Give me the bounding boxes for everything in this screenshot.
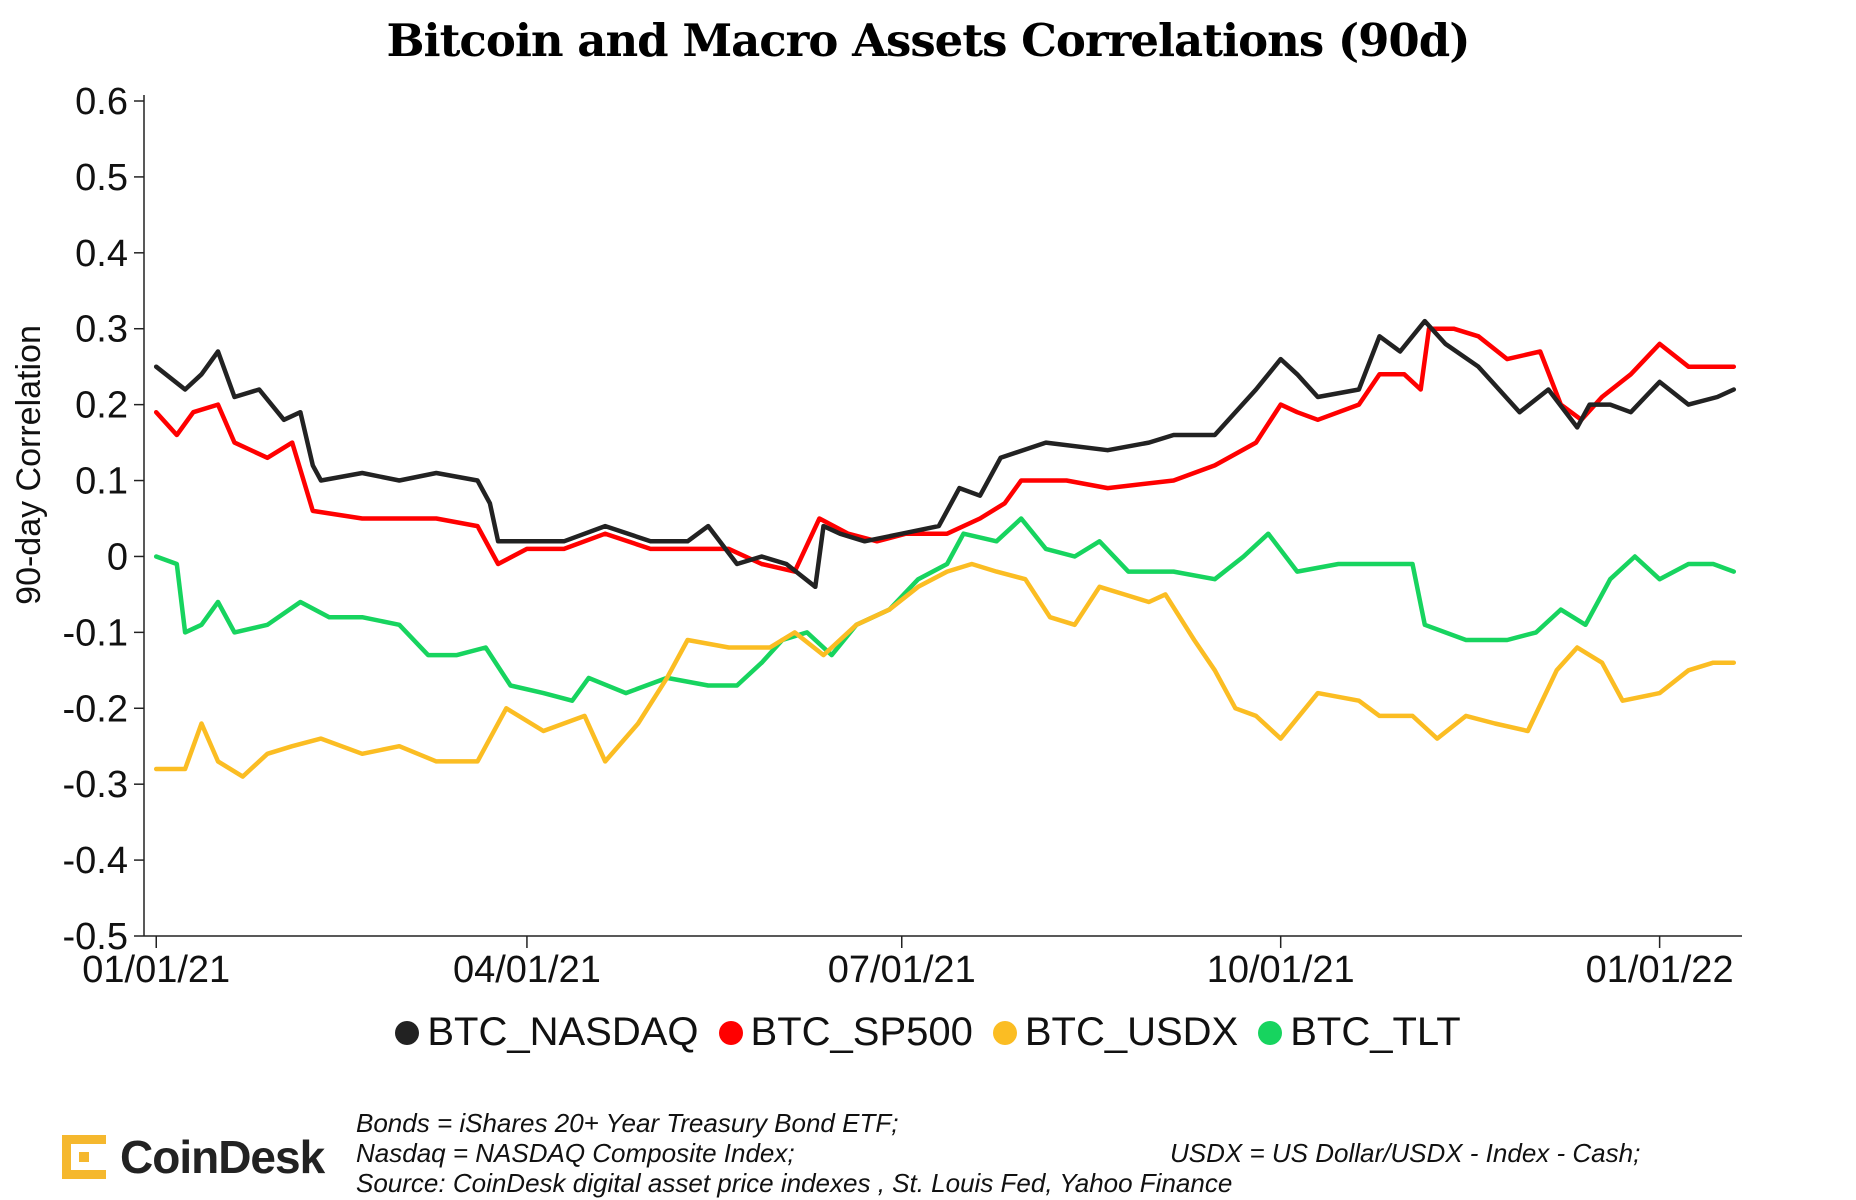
series-line-btc-nasdaq <box>153 318 1737 590</box>
legend: BTC_NASDAQ BTC_SP500 BTC_USDX BTC_TLT <box>0 1010 1856 1055</box>
legend-item-btc-sp500: BTC_SP500 <box>718 1010 973 1055</box>
legend-marker <box>992 1020 1017 1045</box>
y-tick-label: -0.3 <box>63 764 128 806</box>
x-tick-label: 07/01/21 <box>828 949 976 991</box>
legend-marker <box>395 1020 420 1045</box>
legend-label: BTC_USDX <box>1024 1010 1239 1054</box>
y-tick-label: 0.4 <box>75 233 128 275</box>
y-tick-label: -0.5 <box>63 916 128 958</box>
note-nasdaq: Nasdaq = NASDAQ Composite Index; <box>356 1138 795 1168</box>
x-tick-label: 04/01/21 <box>453 949 601 991</box>
y-tick-label: 0.6 <box>75 81 128 123</box>
y-axis: 0.6 0.5 0.4 0.3 0.2 0.1 0 -0.1 -0.2 -0.3 -0.4 -0.5 <box>63 81 145 958</box>
y-tick-label: -0.4 <box>63 840 128 882</box>
x-axis: 01/01/21 04/01/21 07/01/21 10/01/21 01/01/22 <box>82 935 1742 991</box>
legend-label: BTC_NASDAQ <box>427 1010 699 1054</box>
x-tick-label: 01/01/22 <box>1586 949 1734 991</box>
coindesk-logo-icon <box>62 1135 106 1179</box>
y-tick-label: 0.3 <box>75 309 128 351</box>
y-tick-label: 0.5 <box>75 157 128 199</box>
x-tick-label: 10/01/21 <box>1207 949 1355 991</box>
legend-label: BTC_SP500 <box>750 1010 973 1054</box>
series-lines <box>153 318 1737 779</box>
coindesk-logo: CoinDesk <box>58 1130 325 1184</box>
legend-item-btc-nasdaq: BTC_NASDAQ <box>395 1010 699 1055</box>
y-tick-label: 0.2 <box>75 385 128 427</box>
y-axis-title: 90-day Correlation <box>10 325 48 605</box>
note-source: Source: CoinDesk digital asset price ind… <box>356 1168 1233 1198</box>
y-tick-label: -0.1 <box>63 612 128 654</box>
series-line-btc-tlt <box>153 516 1737 703</box>
legend-marker <box>718 1020 743 1045</box>
note-bonds: Bonds = iShares 20+ Year Treasury Bond E… <box>356 1108 899 1138</box>
y-tick-label: 0.1 <box>75 461 128 503</box>
chart-title: Bitcoin and Macro Assets Correlations (9… <box>386 14 1471 67</box>
coindesk-logo-text: CoinDesk <box>120 1131 325 1183</box>
line-chart: 0.60.50.40.30.20.10-0.1-0.2-0.3-0.4-0.5 … <box>10 81 1742 991</box>
x-tick-label: 01/01/21 <box>82 949 230 991</box>
series-line-btc-sp500 <box>153 326 1737 574</box>
note-usdx: USDX = US Dollar/USDX - Index - Cash; <box>1170 1138 1641 1168</box>
footer: CoinDesk Bonds = iShares 20+ Year Treasu… <box>58 1108 1758 1198</box>
legend-label: BTC_TLT <box>1290 1010 1461 1054</box>
series-line-btc-usdx <box>153 561 1737 779</box>
legend-item-btc-usdx: BTC_USDX <box>992 1010 1239 1055</box>
y-tick-label: 0 <box>107 536 128 578</box>
legend-marker <box>1258 1020 1283 1045</box>
y-tick-label: -0.2 <box>63 688 128 730</box>
legend-item-btc-tlt: BTC_TLT <box>1258 1010 1461 1055</box>
